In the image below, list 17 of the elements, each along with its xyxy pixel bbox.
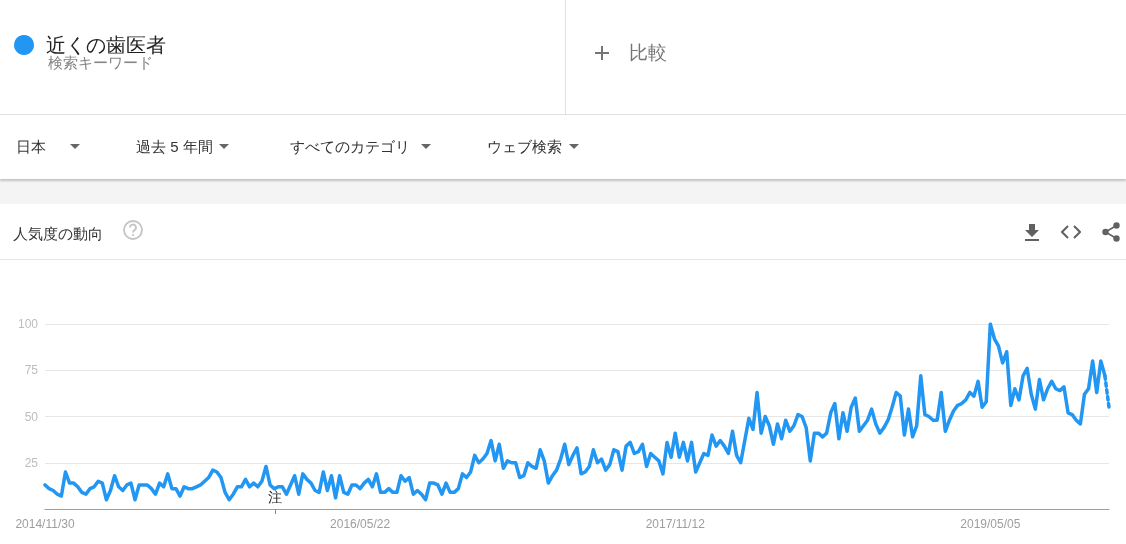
x-tick-label: 2016/05/22 — [330, 517, 391, 531]
text: 過去 5 年間 — [136, 137, 213, 155]
text: すべてのカテゴリ — [290, 137, 410, 155]
y-tick-label: 100 — [17, 317, 39, 331]
text: 日本 — [16, 137, 46, 155]
annotation: 注 — [268, 489, 282, 505]
x-tick-label: 2019/05/05 — [960, 517, 1021, 531]
legend-label: 近くの歯医者 — [46, 34, 166, 56]
text: ウェブ検索 — [487, 137, 562, 155]
x-tick-label: 2017/11/12 — [645, 517, 706, 531]
x-tick-label: 2014/11/30 — [15, 517, 75, 531]
chart-title: 人気度の動向 — [13, 225, 103, 242]
y-tick-label: 75 — [24, 363, 39, 378]
y-tick-label: 50 — [24, 409, 39, 424]
y-tick-label: 25 — [24, 455, 39, 470]
text: 検索キーワード — [48, 54, 153, 71]
text: 比較 — [629, 41, 667, 63]
